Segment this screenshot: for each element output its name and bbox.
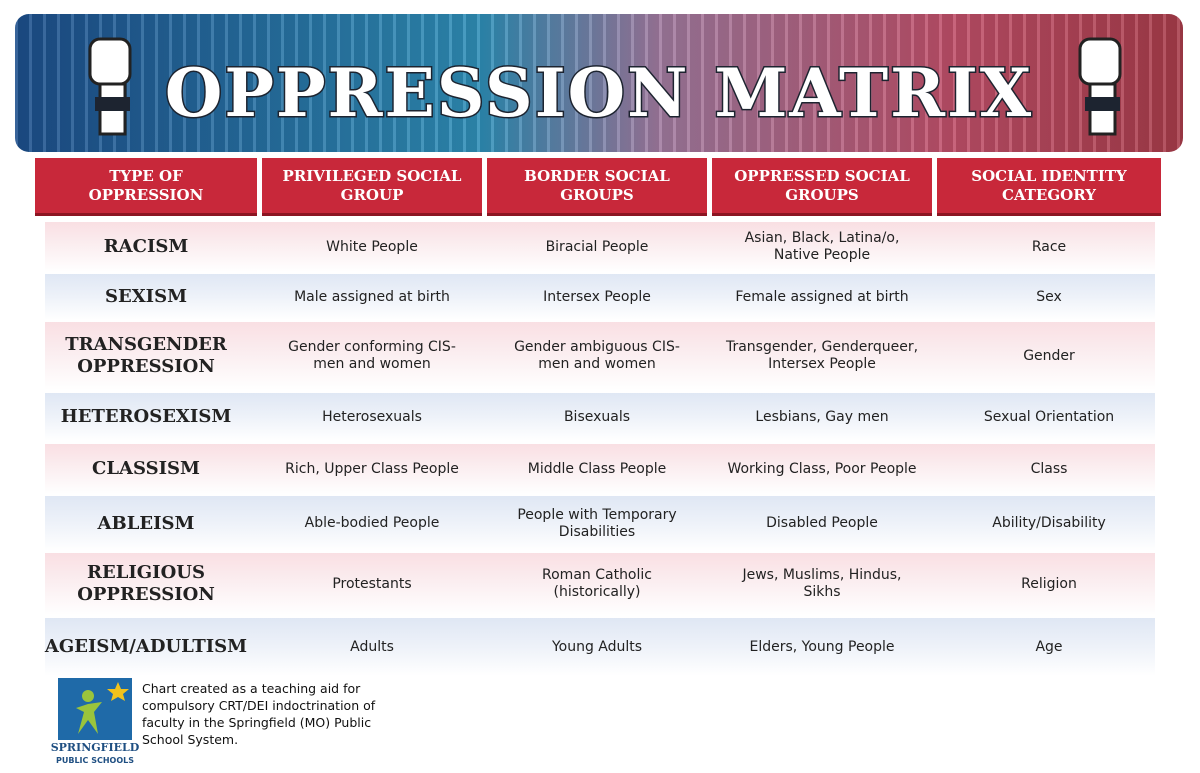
column-header: TYPE OF OPPRESSION [35,158,257,216]
table-cell: Sexual Orientation [983,408,1115,425]
table-cell: Elders, Young People [749,638,895,655]
fist-icon [1078,37,1122,136]
table-cell: Protestants [332,575,412,592]
table-cell: Roman Catholic (historically) [542,567,652,600]
table-cell: Lesbians, Gay men [755,408,889,425]
table-row: RACISM White People Biracial People Asian, … [45,222,1155,272]
row-header: RELIGIOUS OPPRESSION [77,562,215,605]
table-cell: Heterosexuals [322,408,422,425]
table-cell: Gender [1023,347,1075,364]
table-cell: Transgender, Genderqueer, Intersex Peopl… [725,339,919,372]
table-row: CLASSISM Rich, Upper Class People Middle C… [45,444,1155,494]
row-header: SEXISM [104,286,188,308]
fist-icon [88,37,132,136]
banner: OPPRESSION MATRIX [15,14,1183,152]
table-cell: Middle Class People [527,460,667,477]
row-header: AGEISM/ADULTISM [44,636,248,658]
logo-sub: PUBLIC SCHOOLS [56,756,134,765]
table-cell: Young Adults [551,638,643,655]
table-cell: Intersex People [543,288,651,305]
logo [58,678,132,740]
table-cell: Male assigned at birth [294,288,450,305]
row-header: RACISM [103,236,189,258]
row-header: HETEROSEXISM [60,406,232,428]
table-cell: Gender ambiguous CIS- men and women [514,339,680,372]
table-cell: Race [1031,238,1067,255]
table-cell: People with Temporary Disabilities [517,506,677,540]
table-row: SEXISM Male assigned at birth Intersex Peo… [45,274,1155,320]
table-cell: Adults [350,638,394,655]
row-header: TRANSGENDER OPPRESSION [65,334,227,377]
table-cell: Rich, Upper Class People [285,460,459,477]
column-header: PRIVILEGED SOCIAL GROUP [262,158,482,216]
table-cell: Gender conforming CIS- men and women [288,339,456,372]
table-row: ABLEISM Able-bodied People People with Tem… [45,496,1155,551]
table-cell: White People [326,238,418,255]
table-cell: Age [1035,638,1063,655]
table-cell: Class [1030,460,1068,477]
table-cell: Disabled People [766,515,878,532]
table-cell: Religion [1021,575,1077,592]
table-cell: Jews, Muslims, Hindus, Sikhs [742,567,902,600]
table-row: AGEISM/ADULTISM Adults Young Adults Elders,… [45,618,1155,676]
table-cell: Working Class, Poor People [727,460,917,477]
row-header: CLASSISM [92,458,200,480]
table-cell: Sex [1036,288,1062,305]
table-row: HETEROSEXISM Heterosexuals Bisexuals Lesbia… [45,393,1155,441]
column-header: OPPRESSED SOCIAL GROUPS [712,158,932,216]
column-header: BORDER SOCIAL GROUPS [487,158,707,216]
table-cell: Biracial People [545,238,649,255]
caption: Chart created as a teaching aid for comp… [142,681,376,747]
column-header: SOCIAL IDENTITY CATEGORY [937,158,1161,216]
title: OPPRESSION MATRIX [163,53,1034,134]
table-cell: Able-bodied People [304,515,440,532]
table-cell: Bisexuals [563,408,631,425]
table-cell: Female assigned at birth [735,288,909,305]
table-cell: Ability/Disability [992,515,1106,532]
table-row: RELIGIOUS OPPRESSION Protestants Roman Cat… [45,553,1155,615]
table-cell: Asian, Black, Latina/o, Native People [744,230,900,263]
logo-name: SPRINGFIELD [50,741,140,754]
row-header: ABLEISM [97,512,195,534]
logo-figure [76,682,129,734]
table-row: TRANSGENDER OPPRESSION Gender conforming … [45,322,1155,390]
